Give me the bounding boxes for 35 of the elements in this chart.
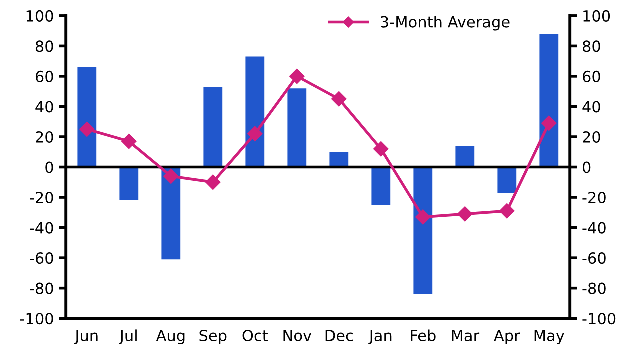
y-tick-label: -80 xyxy=(30,282,54,294)
y-tick-label: 0 xyxy=(46,162,54,174)
y-tick-label: 100 xyxy=(26,10,54,22)
x-tick-label: Jul xyxy=(119,330,137,344)
y-tick-label: -100 xyxy=(20,313,54,325)
y-tick-label: -60 xyxy=(30,252,54,264)
x-tick-label: Nov xyxy=(284,330,312,342)
y-tick-label: 40 xyxy=(36,101,54,113)
x-tick-label: Mar xyxy=(452,330,480,342)
x-tick-label: Dec xyxy=(326,330,353,342)
y2-tick-label: 100 xyxy=(584,10,610,22)
legend-label: 3-Month Average xyxy=(381,16,510,31)
y2-tick-label: -100 xyxy=(582,313,616,325)
x-tick-label: Aug xyxy=(156,330,185,344)
y-tick-label: -40 xyxy=(30,222,54,234)
x-tick-label: Apr xyxy=(494,330,520,344)
y-tick-label: 20 xyxy=(36,131,54,144)
y-tick-label: -20 xyxy=(30,192,54,204)
x-tick-label: Oct xyxy=(242,330,268,342)
y2-tick-label: -20 xyxy=(582,192,606,204)
x-tick-label: Jun xyxy=(74,330,98,344)
y2-tick-label: 40 xyxy=(582,101,600,113)
y2-tick-label: -80 xyxy=(582,282,606,294)
y2-tick-label: -60 xyxy=(582,252,606,264)
y2-tick-label: 0 xyxy=(582,162,591,174)
x-tick-label: Sep xyxy=(200,330,227,344)
y2-tick-label: 80 xyxy=(582,40,600,52)
x-tick-label: May xyxy=(534,330,564,344)
y-tick-label: 80 xyxy=(36,40,54,52)
y2-tick-label: -40 xyxy=(582,222,606,234)
x-tick-label: Jan xyxy=(368,330,392,344)
y2-tick-label: 20 xyxy=(583,131,600,144)
y2-tick-label: 60 xyxy=(583,70,600,82)
x-tick-label: Feb xyxy=(411,330,436,342)
y-tick-label: 60 xyxy=(36,70,54,82)
